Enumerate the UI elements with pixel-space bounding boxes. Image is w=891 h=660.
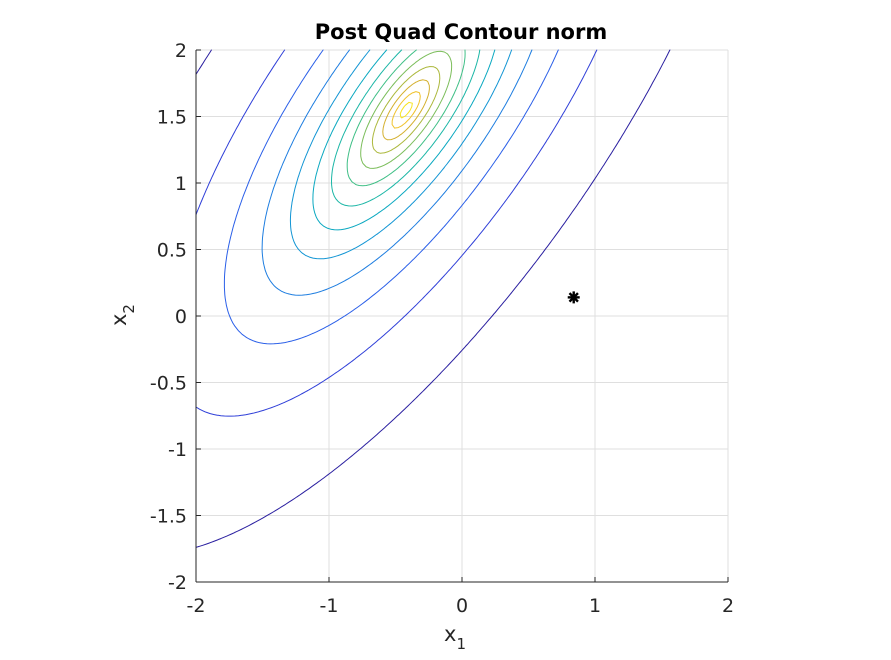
x-tick-label: -1	[320, 595, 339, 617]
star-marker-stroke	[568, 292, 579, 303]
y-tick-label: 0.5	[157, 240, 187, 262]
y-tick-label: 1	[175, 173, 187, 195]
contour-line	[346, 49, 466, 187]
x-tick-label: 1	[589, 595, 601, 617]
y-tick-label: -0.5	[150, 373, 187, 395]
tick-labels: -2 -1 0 1 2 -2 -1.5 -1 -0.5 0 0.5 1 1.5 2	[150, 40, 734, 617]
contour-lines	[195, 49, 671, 548]
chart-title: Post Quad Contour norm	[315, 20, 607, 44]
y-axis-label: x2	[107, 304, 138, 326]
x-tick-label: 2	[722, 595, 734, 617]
y-tick-label: -1	[168, 439, 187, 461]
y-tick-label: -2	[168, 572, 187, 594]
contour-line	[261, 49, 533, 296]
contour-line	[289, 49, 513, 260]
y-tick-label: 0	[175, 306, 187, 328]
x-tick-label: 0	[456, 595, 468, 617]
contour-line	[360, 50, 453, 169]
contour-line	[382, 79, 430, 141]
y-axis-label-subscript: 2	[120, 304, 138, 314]
y-tick-label: 1.5	[157, 107, 187, 129]
x-tick-label: -2	[187, 595, 206, 617]
x-axis-label-subscript: 1	[456, 635, 466, 653]
axes	[195, 49, 729, 583]
contour-line	[223, 49, 559, 345]
marker	[567, 291, 580, 304]
y-tick-label: -1.5	[150, 506, 187, 528]
contour-line	[371, 66, 441, 154]
contour-line	[195, 49, 598, 417]
y-axis-label-main: x	[107, 314, 131, 326]
x-axis-label: x1	[444, 622, 466, 653]
contour-line	[331, 49, 481, 207]
contour-line	[391, 91, 421, 129]
contour-line	[399, 101, 413, 119]
y-tick-label: 2	[175, 40, 187, 62]
x-axis-label-main: x	[444, 622, 456, 646]
contour-line	[195, 49, 671, 548]
star-marker	[567, 291, 580, 304]
contour-line	[312, 49, 496, 231]
y-axis-label-group: x2	[107, 304, 138, 326]
